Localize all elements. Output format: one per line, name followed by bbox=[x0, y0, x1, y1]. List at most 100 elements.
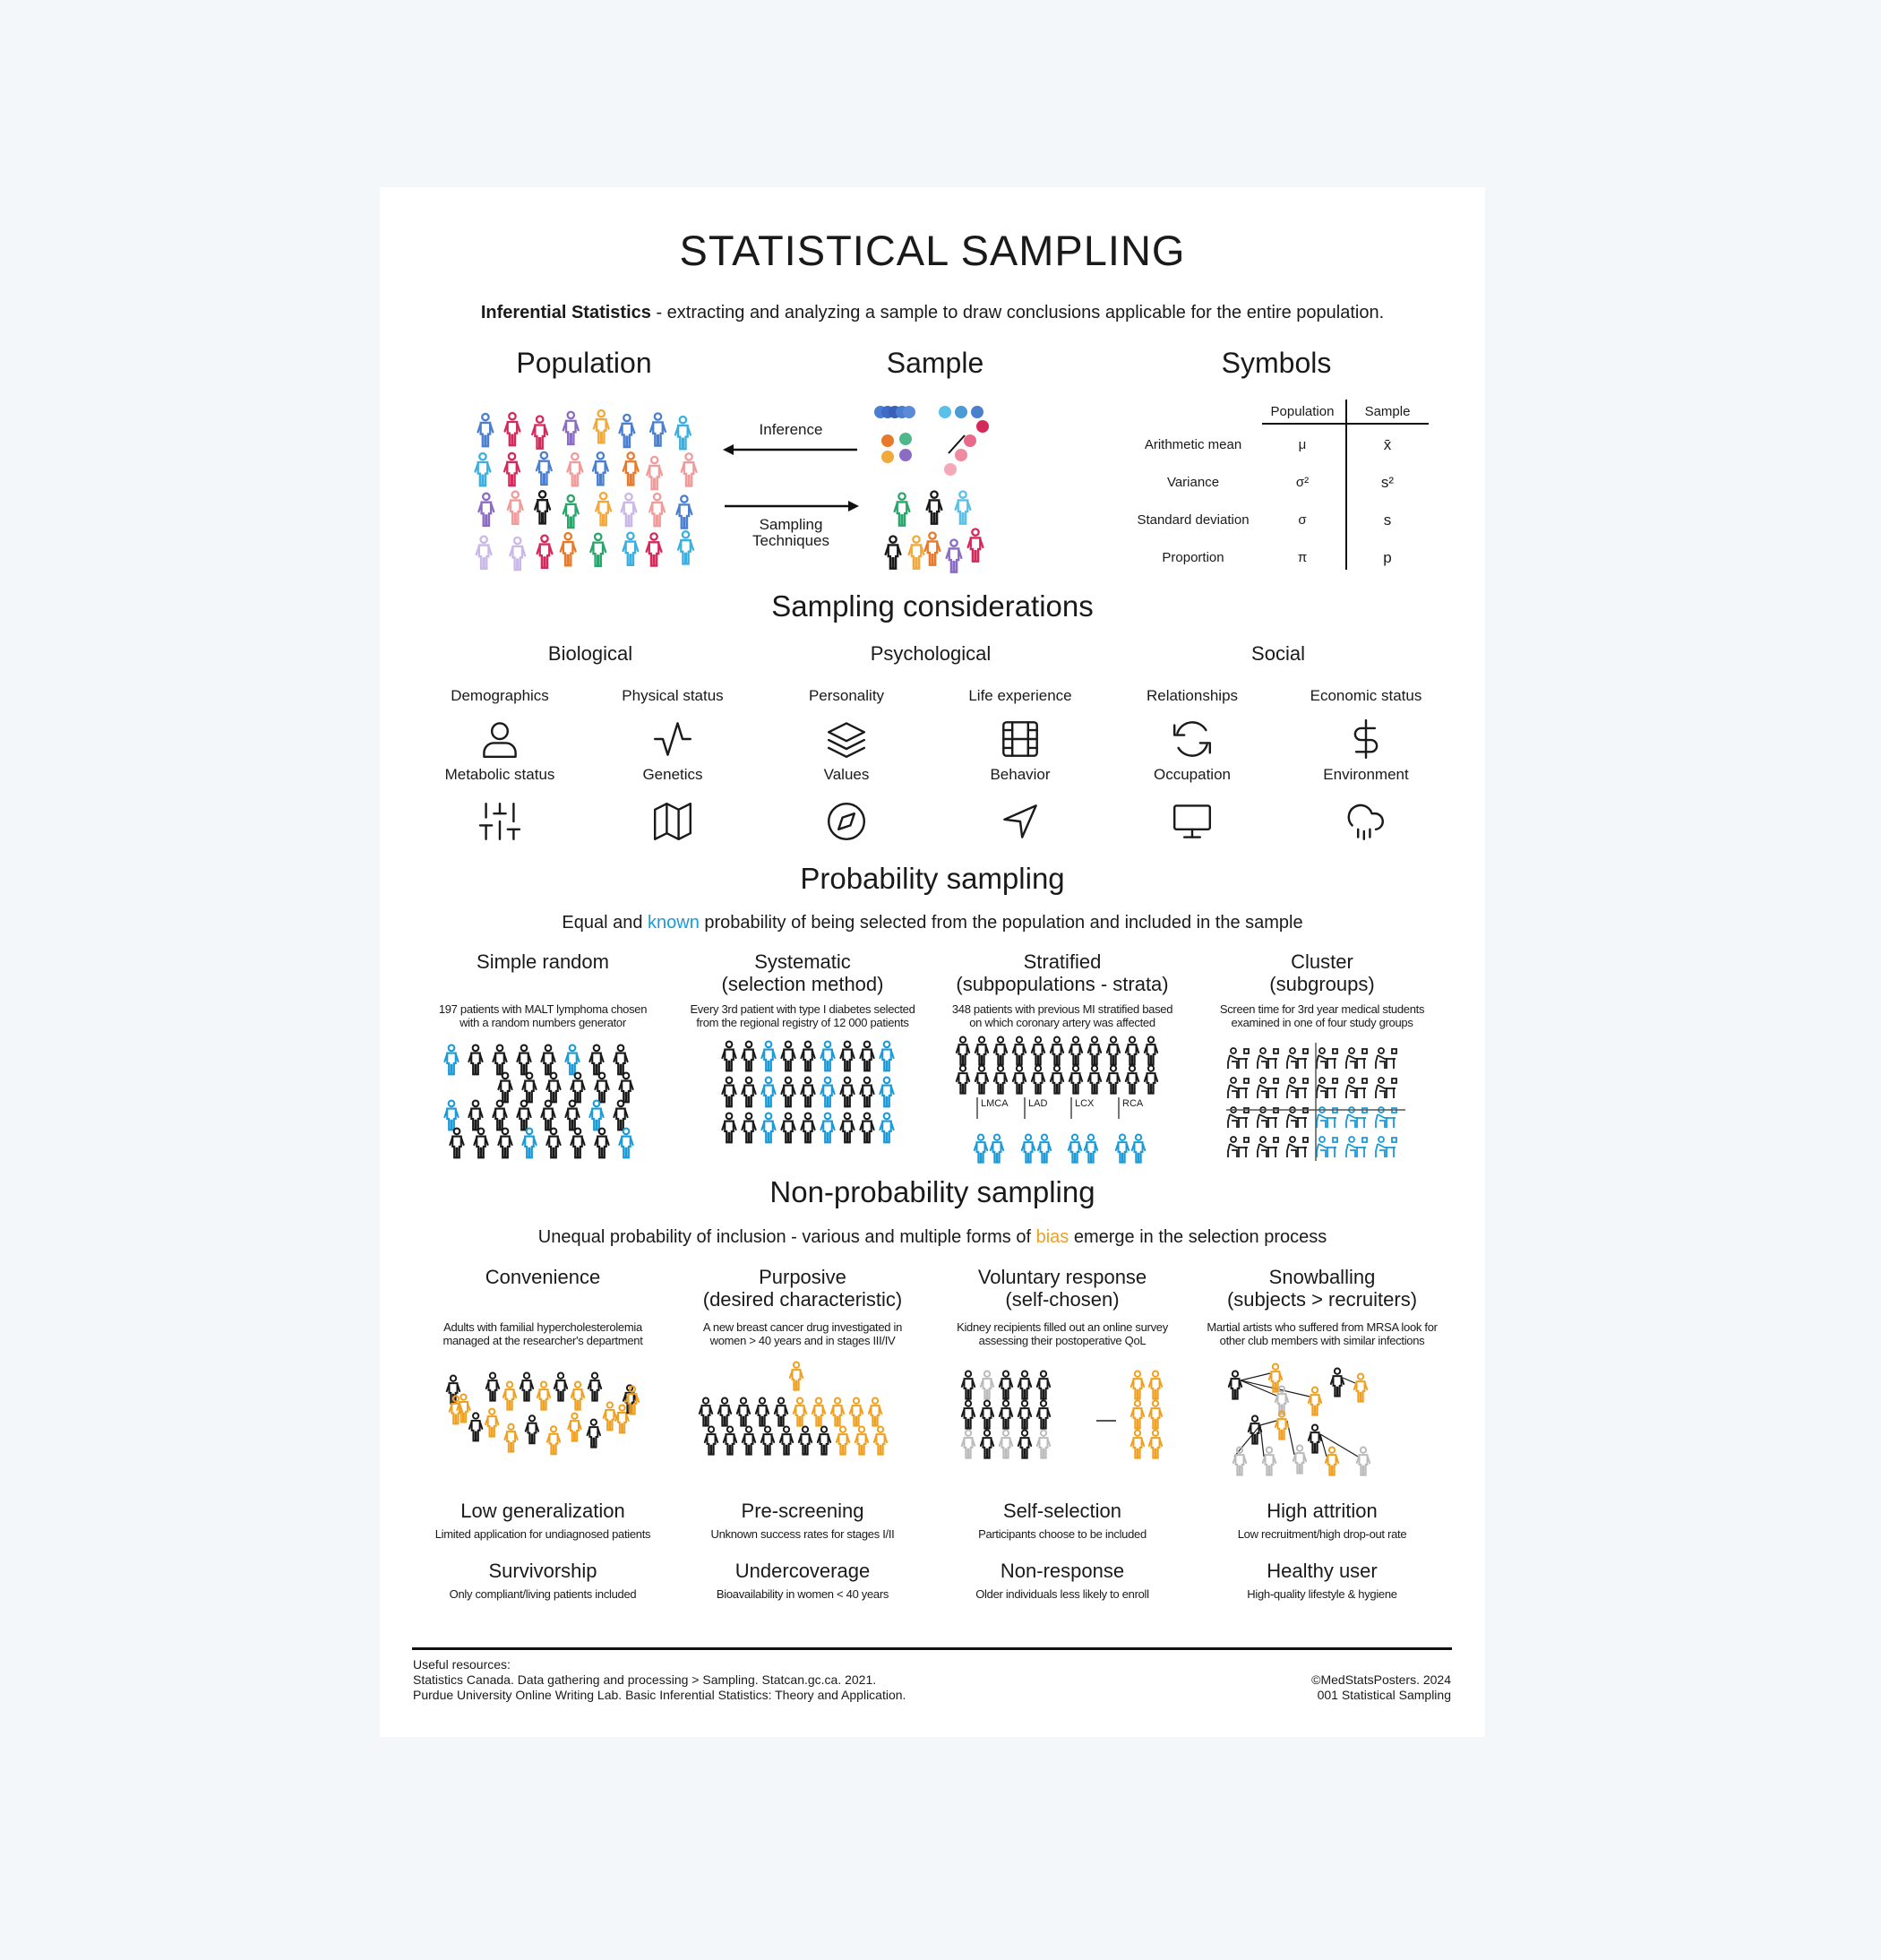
snowball-person-icon bbox=[1274, 1385, 1290, 1415]
method-title: Cluster bbox=[1291, 950, 1353, 973]
purposive-person-icon bbox=[778, 1425, 794, 1456]
voluntary-person-icon bbox=[998, 1429, 1014, 1459]
student-desk-icon bbox=[1286, 1136, 1309, 1157]
student-desk-icon bbox=[1316, 1136, 1338, 1157]
sampling-arrowhead bbox=[848, 501, 859, 511]
stratified-person-icon bbox=[974, 1036, 990, 1066]
stratified-person-icon bbox=[1087, 1036, 1103, 1066]
simple-random-person-icon bbox=[613, 1099, 629, 1131]
student-desk-icon bbox=[1375, 1077, 1397, 1098]
method-example-line: examined in one of four study groups bbox=[1231, 1016, 1413, 1029]
voluntary-person-icon bbox=[1017, 1370, 1033, 1400]
voluntary-person-icon bbox=[1035, 1429, 1052, 1459]
method-example-line: 197 patients with MALT lymphoma chosen bbox=[438, 1002, 648, 1016]
systematic-person-icon bbox=[741, 1076, 757, 1108]
voluntary-person-icon bbox=[979, 1429, 995, 1459]
snowball-person-icon bbox=[1324, 1446, 1340, 1476]
sampling-label: Sampling bbox=[759, 515, 823, 533]
purposive-person-icon bbox=[703, 1425, 719, 1456]
method-example-line: Screen time for 3rd year medical student… bbox=[1219, 1002, 1425, 1016]
consideration-label: Occupation bbox=[1154, 765, 1231, 783]
method-example-line: Every 3rd patient with type I diabetes s… bbox=[690, 1002, 915, 1016]
convenience-person-icon bbox=[468, 1412, 484, 1442]
sample-heading: Sample bbox=[886, 346, 984, 379]
referral-arrow bbox=[1319, 1433, 1359, 1457]
convenience-person-icon bbox=[519, 1371, 535, 1402]
convenience-person-icon bbox=[536, 1380, 552, 1411]
sample-dot bbox=[881, 451, 894, 463]
student-desk-icon bbox=[1375, 1136, 1397, 1157]
systematic-person-icon bbox=[800, 1040, 816, 1072]
resource-purdue: Purdue University Online Writing Lab. Ba… bbox=[413, 1688, 906, 1702]
convenience-person-icon bbox=[624, 1385, 640, 1415]
purposive-person-icon bbox=[835, 1425, 851, 1456]
bias-title: Survivorship bbox=[488, 1559, 597, 1582]
consideration-label: Genetics bbox=[642, 765, 703, 783]
purposive-person-icon bbox=[816, 1425, 832, 1456]
stratified-person-icon bbox=[974, 1064, 990, 1095]
consideration-label: Environment bbox=[1323, 765, 1409, 783]
method-example-line: from the regional registry of 12 000 pat… bbox=[696, 1016, 909, 1029]
population-symbol: σ bbox=[1298, 512, 1307, 528]
bias-title: Pre-screening bbox=[741, 1499, 864, 1522]
user-icon bbox=[483, 722, 517, 759]
student-desk-icon bbox=[1257, 1136, 1279, 1157]
systematic-person-icon bbox=[820, 1076, 836, 1108]
sampling-illustrations bbox=[443, 1036, 1405, 1476]
sample-symbol: s bbox=[1383, 511, 1392, 529]
systematic-person-icon bbox=[741, 1040, 757, 1072]
bias-title: Healthy user bbox=[1267, 1559, 1378, 1582]
volunteer-icon bbox=[1147, 1429, 1164, 1459]
simple-random-person-icon bbox=[443, 1044, 460, 1076]
systematic-person-icon bbox=[859, 1040, 875, 1072]
consideration-label: Demographics bbox=[451, 686, 549, 704]
voluntary-person-icon bbox=[960, 1429, 976, 1459]
monitor-icon bbox=[1172, 804, 1212, 838]
known-highlight: known bbox=[648, 913, 700, 933]
simple-random-person-icon bbox=[449, 1127, 465, 1159]
population-person-icon bbox=[566, 451, 584, 487]
stratum-sample-icon bbox=[1020, 1133, 1036, 1164]
systematic-person-icon bbox=[800, 1076, 816, 1108]
intro-bold: Inferential Statistics bbox=[480, 303, 651, 322]
sample-symbol: s² bbox=[1380, 473, 1395, 491]
voluntary-person-icon bbox=[998, 1399, 1014, 1430]
student-desk-icon bbox=[1227, 1136, 1250, 1157]
convenience-person-icon bbox=[545, 1425, 562, 1456]
stratum-sample-icon bbox=[1083, 1133, 1099, 1164]
symbols-heading: Symbols bbox=[1221, 346, 1332, 379]
sample-person-icon bbox=[954, 490, 972, 525]
purposive-person-icon bbox=[811, 1397, 827, 1427]
consideration-label: Physical status bbox=[622, 686, 724, 704]
method-title: Stratified bbox=[1023, 950, 1102, 973]
group-social: Social bbox=[1251, 641, 1305, 665]
copyright: ©MedStatsPosters. 2024 bbox=[1311, 1672, 1451, 1687]
symbol-row-label: Standard deviation bbox=[1137, 512, 1250, 528]
stratum-label: LAD bbox=[1028, 1098, 1048, 1109]
simple-random-person-icon bbox=[468, 1044, 484, 1076]
student-desk-icon bbox=[1257, 1077, 1279, 1098]
systematic-person-icon bbox=[760, 1112, 777, 1144]
bias-title: Non-response bbox=[1000, 1559, 1125, 1582]
convenience-person-icon bbox=[445, 1374, 461, 1405]
simple-random-person-icon bbox=[540, 1099, 556, 1131]
method-title: Voluntary response bbox=[977, 1265, 1147, 1288]
method-subtitle: (selection method) bbox=[721, 972, 884, 995]
stratified-person-icon bbox=[1143, 1036, 1159, 1066]
population-person-icon bbox=[674, 415, 691, 451]
method-example: A new breast cancer drug investigated in… bbox=[677, 1320, 928, 1347]
snowball-person-icon bbox=[1227, 1370, 1243, 1400]
sub-post: emerge in the selection process bbox=[1069, 1227, 1327, 1247]
bias-description: Low recruitment/high drop-out rate bbox=[1237, 1527, 1407, 1541]
stratified-person-icon bbox=[1049, 1064, 1065, 1095]
method-title: Snowballing bbox=[1268, 1265, 1376, 1288]
sample-person-icon bbox=[907, 535, 925, 570]
sample-symbol: x̄ bbox=[1383, 435, 1392, 453]
simple-random-person-icon bbox=[545, 1127, 562, 1159]
systematic-person-icon bbox=[820, 1112, 836, 1144]
sub-pre: Equal and bbox=[562, 913, 648, 933]
population-person-icon bbox=[589, 532, 607, 568]
nonprobability-subtitle: Unequal probability of inclusion - vario… bbox=[538, 1226, 1327, 1248]
method-example-line: on which coronary artery was affected bbox=[969, 1016, 1155, 1029]
sample-dot bbox=[964, 434, 976, 447]
